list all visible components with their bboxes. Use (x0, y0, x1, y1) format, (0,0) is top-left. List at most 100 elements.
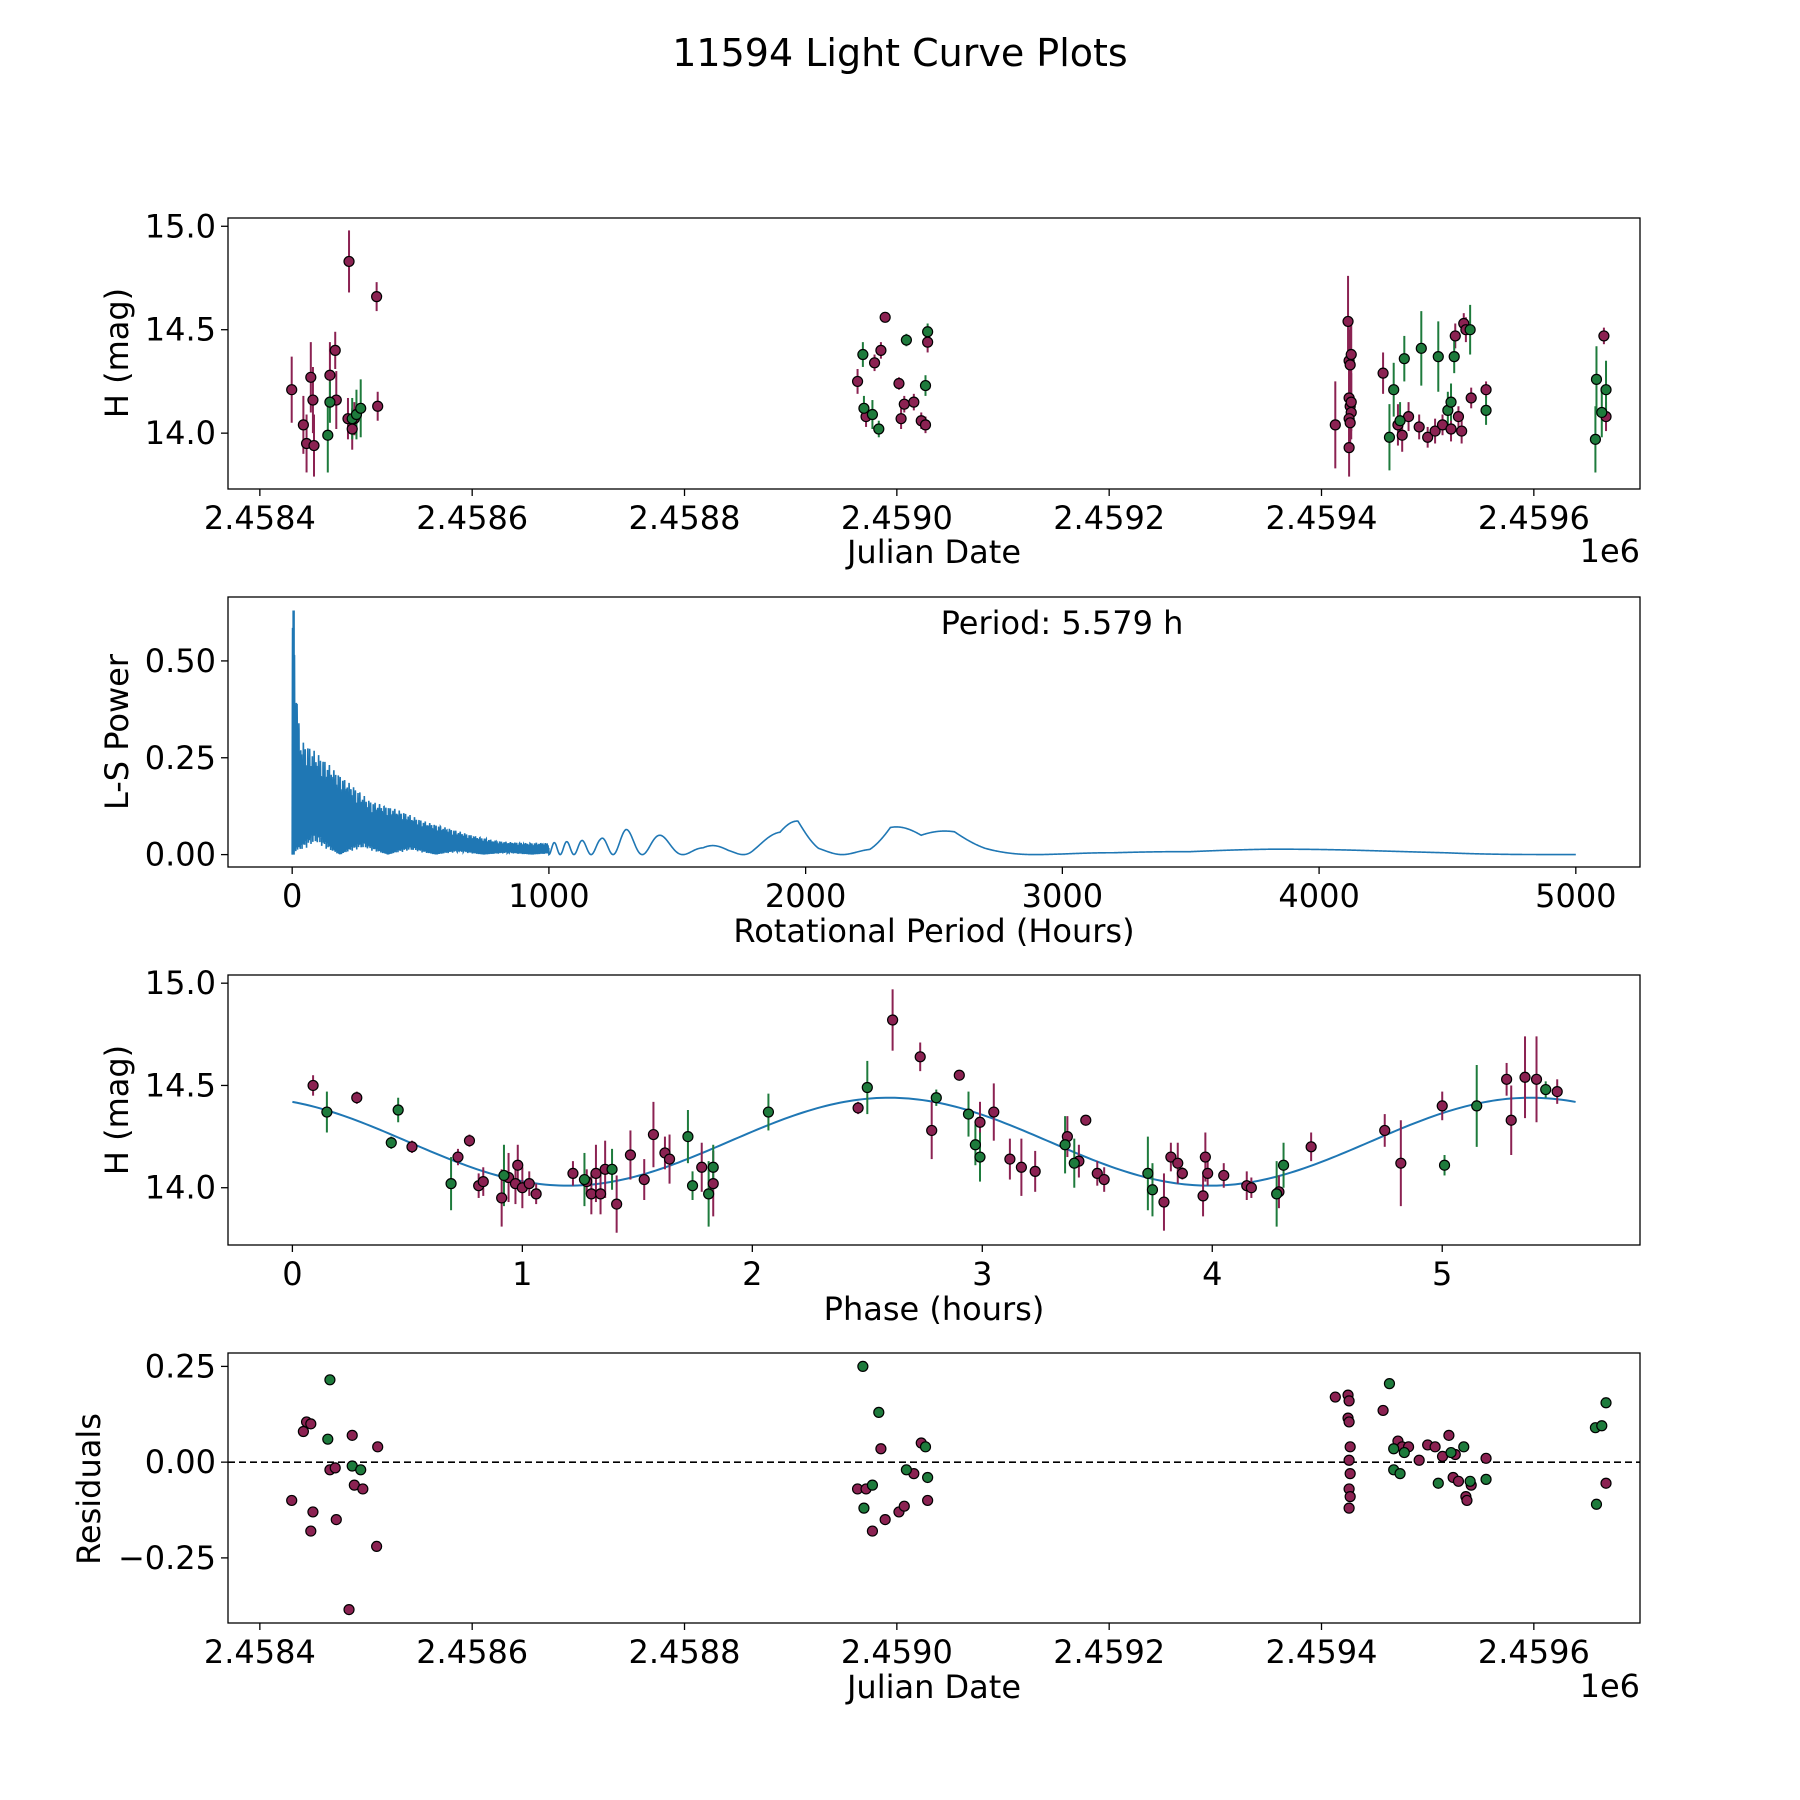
periodogram-ticks: 0 1000 2000 3000 4000 5000 0.00 0.25 0.50 (145, 642, 1617, 915)
residuals-point-green (866, 1479, 879, 1491)
phased-point-magenta (1199, 1151, 1211, 1163)
residuals-point-green (858, 1502, 870, 1514)
phased-ticks: 0 1 2 3 4 5 14.0 14.5 15.0 (145, 964, 1453, 1293)
residuals-ytick-label: 0.25 (145, 1347, 216, 1385)
phased-point-green (392, 1104, 404, 1116)
residuals-point-magenta (1343, 1395, 1355, 1407)
phased-point-magenta (1501, 1073, 1513, 1085)
residuals-point-magenta (329, 1462, 341, 1474)
lightcurve-point-green (1398, 353, 1410, 365)
phased-point-magenta (463, 1135, 476, 1147)
phased-point-magenta (1091, 1167, 1103, 1180)
lightcurve-point-green (1480, 404, 1492, 416)
phased-point-magenta (914, 1051, 926, 1063)
periodogram-plot-area (291, 610, 1576, 856)
lightcurve-xtick-label: 2.4592 (1053, 499, 1165, 537)
residuals-xtick-label: 2.4584 (204, 1633, 316, 1671)
residuals-point-magenta (1344, 1441, 1356, 1453)
lightcurve-xlabel: Julian Date (845, 533, 1021, 571)
lightcurve-point-green (355, 402, 367, 414)
phased-point-magenta (523, 1178, 535, 1190)
lightcurve-point-magenta (308, 439, 320, 452)
phased-point-magenta (926, 1124, 938, 1137)
residuals-point-magenta (372, 1441, 384, 1453)
phased-point-green (1146, 1184, 1159, 1196)
residuals-point-magenta (1413, 1454, 1425, 1466)
phased-point-magenta (1305, 1141, 1317, 1153)
lightcurve-point-magenta (922, 336, 934, 348)
lightcurve-point-magenta (1344, 359, 1356, 371)
residuals-ylabel: Residuals (70, 1413, 108, 1565)
phased-point-magenta (1395, 1157, 1407, 1169)
phased-point-magenta (647, 1128, 660, 1141)
phased-point-magenta (1165, 1151, 1177, 1163)
periodogram-xtick-label: 4000 (1278, 877, 1359, 915)
lightcurve-point-magenta (297, 419, 309, 431)
lightcurve-point-magenta (372, 400, 384, 412)
phased-xtick-label: 3 (972, 1255, 992, 1293)
lightcurve-point-magenta (1343, 442, 1355, 454)
residuals-point-magenta (1344, 1491, 1356, 1503)
periodogram-xtick-label: 5000 (1535, 877, 1616, 915)
residuals-ticks: 2.4584 2.4586 2.4588 2.4590 2.4592 2.4594 2.45… (118, 1347, 1590, 1671)
residuals-point-green (1590, 1498, 1603, 1510)
phased-point-magenta (638, 1173, 650, 1186)
phased-point-magenta (707, 1178, 719, 1190)
lightcurve-point-magenta (1480, 384, 1492, 396)
phased-xtick-label: 2 (742, 1255, 762, 1293)
lightcurve-point-magenta (1342, 315, 1354, 328)
lightcurve-point-magenta (919, 419, 932, 431)
residuals-point-magenta (346, 1429, 358, 1441)
residuals-xtick-label: 2.4590 (841, 1633, 953, 1671)
phased-point-green (703, 1188, 715, 1200)
lightcurve-xtick-label: 2.4584 (204, 499, 316, 537)
lightcurve-point-magenta (1449, 330, 1461, 342)
phased-point-magenta (496, 1192, 508, 1204)
lightcurve-point-green (1600, 384, 1612, 396)
lightcurve-point-green (922, 326, 934, 338)
lightcurve-ylabel: H (mag) (98, 288, 136, 418)
lightcurve-point-magenta (371, 291, 383, 303)
lightcurve-point-green (322, 429, 334, 441)
residuals-xtick-label: 2.4594 (1266, 1633, 1378, 1671)
phased-point-magenta (594, 1188, 607, 1200)
phased-point-green (686, 1180, 699, 1192)
lightcurve-point-magenta (851, 375, 864, 388)
residuals-point-magenta (305, 1418, 317, 1430)
lightcurve-point-green (873, 423, 885, 435)
residuals-point-green (1445, 1446, 1457, 1459)
phased-point-green (682, 1130, 694, 1143)
residuals-point-green (1458, 1441, 1470, 1453)
panel-phased: 0 1 2 3 4 5 14.0 14.5 15.0 Phase (hours) H (mag) (98, 964, 1641, 1328)
phased-point-magenta (452, 1151, 464, 1163)
residuals-point-green (1394, 1468, 1406, 1480)
residuals-point-magenta (343, 1603, 355, 1616)
lightcurve-point-magenta (898, 398, 910, 410)
residuals-point-magenta (866, 1525, 879, 1537)
phased-ytick-label: 14.5 (145, 1066, 216, 1104)
residuals-point-magenta (1343, 1416, 1355, 1428)
lightcurve-xtick-label: 2.4590 (841, 499, 953, 537)
phased-point-magenta (887, 1014, 899, 1026)
phased-point-magenta (611, 1198, 623, 1210)
phased-point-magenta (624, 1149, 637, 1161)
periodogram-frame (227, 596, 1641, 868)
phased-point-green (1068, 1157, 1080, 1169)
residuals-point-magenta (1343, 1454, 1355, 1466)
lightcurve-point-magenta (868, 357, 881, 369)
phased-point-green (606, 1163, 618, 1175)
lightcurve-point-magenta (879, 311, 891, 323)
period-annotation: Period: 5.579 h (941, 604, 1184, 642)
lightcurve-point-green (900, 334, 912, 346)
phased-point-magenta (1530, 1073, 1543, 1085)
lightcurve-point-magenta (1413, 421, 1425, 433)
phased-point-magenta (1029, 1165, 1041, 1177)
phased-point-green (962, 1108, 975, 1120)
phased-point-magenta (351, 1092, 363, 1104)
residuals-point-green (355, 1464, 367, 1476)
lightcurve-point-green (1589, 433, 1602, 445)
phased-point-magenta (1551, 1085, 1563, 1098)
lightcurve-point-magenta (1598, 330, 1610, 342)
phased-point-magenta (953, 1069, 965, 1081)
residuals-point-magenta (1600, 1477, 1612, 1489)
